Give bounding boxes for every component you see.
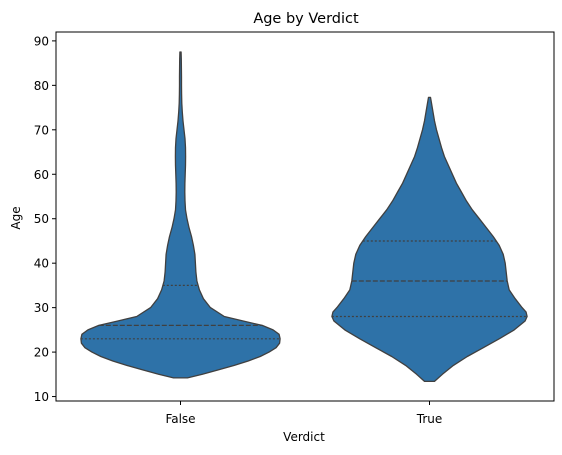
y-axis: 10 20 30 40 50 60 70 80 90	[34, 34, 56, 404]
y-tick-label: 10	[34, 390, 49, 404]
x-axis-label: Verdict	[283, 430, 325, 444]
y-tick-label: 60	[34, 168, 49, 182]
x-tick-label: True	[416, 412, 443, 426]
y-tick-label: 70	[34, 123, 49, 137]
violin-body-true	[331, 96, 528, 383]
y-axis-label: Age	[9, 206, 23, 229]
plot-area	[80, 51, 528, 383]
y-tick-label: 80	[34, 79, 49, 93]
violin-body-false	[80, 51, 281, 379]
y-tick-label: 40	[34, 257, 49, 271]
x-tick-label: False	[165, 412, 195, 426]
plot-frame	[55, 31, 555, 402]
x-axis: False True	[165, 401, 442, 426]
y-tick-label: 30	[34, 301, 49, 315]
chart-title: Age by Verdict	[253, 11, 359, 27]
y-tick-label: 90	[34, 34, 49, 48]
y-tick-label: 20	[34, 346, 49, 360]
y-tick-label: 50	[34, 212, 49, 226]
